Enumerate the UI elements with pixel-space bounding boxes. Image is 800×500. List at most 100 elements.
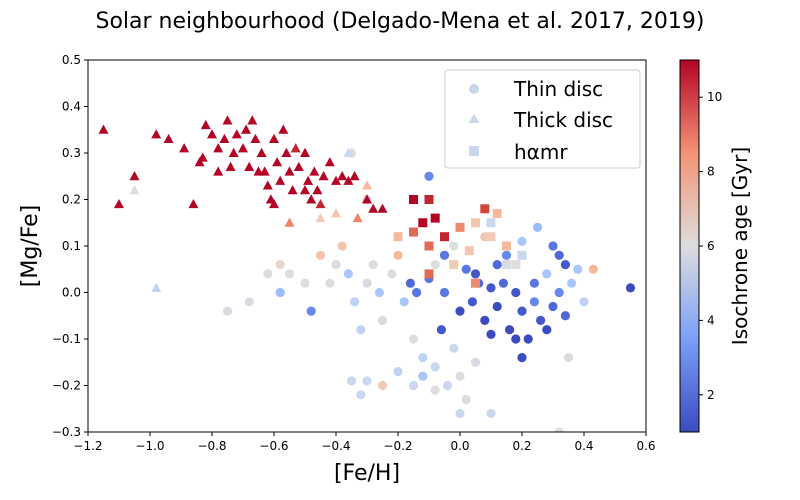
- colorbar-ticks: 2 4 6 8 10: [699, 90, 722, 402]
- thin-disc-point: [362, 376, 372, 386]
- thick-disc-point: [213, 166, 224, 176]
- thin-disc-point: [436, 325, 446, 335]
- thin-disc-point: [368, 260, 378, 270]
- thick-disc-point: [98, 124, 109, 134]
- thin-disc-point: [505, 325, 515, 335]
- legend-label-thin-disc: Thin disc: [513, 77, 603, 101]
- thin-disc-point: [439, 287, 450, 298]
- thin-disc-point: [523, 334, 533, 344]
- thin-disc-point: [430, 385, 440, 395]
- thin-disc-point: [263, 269, 273, 279]
- thick-disc-point: [219, 133, 230, 144]
- thin-disc-point: [374, 287, 384, 298]
- thick-disc-point: [253, 166, 264, 176]
- thin-disc-point: [542, 269, 552, 279]
- thick-disc-point: [151, 129, 162, 139]
- thick-disc-point: [343, 147, 354, 157]
- legend-square-marker: [469, 146, 479, 156]
- thin-disc-point: [560, 260, 571, 270]
- thick-disc-point: [275, 175, 286, 185]
- thin-disc-point: [377, 315, 388, 325]
- hamr-point: [486, 218, 496, 228]
- hamr-point: [511, 260, 521, 270]
- y-tick-label: 0.0: [62, 286, 81, 300]
- thin-disc-point: [393, 366, 403, 377]
- thin-disc-point: [424, 171, 434, 181]
- hamr-point: [409, 227, 418, 237]
- thick-disc-point: [331, 208, 341, 218]
- y-tick-label: 0.5: [62, 53, 81, 67]
- thick-disc-point: [114, 198, 124, 209]
- thin-disc-point: [548, 301, 558, 312]
- thick-disc-point: [284, 166, 295, 176]
- thick-disc-point: [362, 194, 372, 204]
- hamr-point: [449, 260, 459, 270]
- thick-disc-point: [312, 185, 323, 195]
- thick-disc-point: [129, 171, 140, 181]
- hamr-point: [393, 232, 403, 242]
- thin-disc-point: [554, 250, 564, 260]
- thick-disc-point: [197, 152, 208, 162]
- colorbar-tick-label: 2: [707, 388, 715, 402]
- thick-disc-point: [151, 282, 162, 292]
- thin-disc-point: [284, 269, 295, 279]
- thick-disc-point: [309, 166, 320, 176]
- thick-disc-point: [377, 203, 388, 213]
- thin-disc-point: [573, 264, 583, 274]
- thick-disc-point: [247, 115, 258, 125]
- legend-triangle-marker: [468, 114, 480, 123]
- thin-disc-point: [300, 278, 310, 288]
- colorbar-tick-label: 10: [707, 90, 722, 104]
- thick-disc-point: [244, 161, 255, 171]
- thick-disc-point: [300, 185, 310, 195]
- y-axis: −0.3 −0.2 −0.1 0.0 0.1 0.2 0.3 0.4 0.5: [52, 53, 88, 439]
- thin-disc-point: [492, 260, 502, 270]
- legend-label-thick-disc: Thick disc: [513, 108, 613, 132]
- thin-disc-point: [343, 269, 353, 279]
- y-tick-label: 0.1: [62, 239, 81, 253]
- y-tick-label: 0.3: [62, 146, 81, 160]
- chart-title: Solar neighbourhood (Delgado-Mena et al.…: [95, 9, 704, 34]
- y-axis-label: [Mg/Fe]: [18, 205, 43, 288]
- hamr-point: [471, 218, 480, 228]
- thick-disc-point: [231, 129, 242, 139]
- thin-disc-point: [492, 301, 502, 312]
- thick-disc-point: [213, 143, 224, 153]
- colorbar: 2 4 6 8 10 Isochrone age [Gyr]: [679, 59, 752, 433]
- thick-disc-point: [228, 147, 239, 157]
- thin-disc-point: [532, 222, 543, 232]
- thick-disc-point: [343, 175, 354, 185]
- thin-disc-point: [467, 297, 477, 307]
- x-tick-label: −0.6: [259, 439, 288, 453]
- thin-disc-point: [501, 250, 512, 260]
- thin-disc-point: [346, 376, 357, 386]
- thin-disc-point: [418, 353, 428, 363]
- thin-disc-point: [511, 334, 521, 344]
- hamr-point: [471, 278, 480, 288]
- thin-disc-point: [470, 269, 481, 279]
- thick-disc-point: [129, 185, 140, 195]
- thick-disc-point: [207, 129, 217, 139]
- thin-disc-point: [567, 278, 577, 288]
- y-tick-label: 0.4: [62, 100, 81, 114]
- thick-disc-point: [179, 143, 190, 153]
- hamr-point: [502, 260, 511, 270]
- thick-disc-point: [293, 161, 304, 171]
- thin-disc-point: [430, 260, 440, 270]
- thick-disc-point: [269, 133, 279, 144]
- thick-disc-point: [200, 119, 211, 130]
- thin-disc-point: [579, 297, 589, 307]
- colorbar-tick-label: 8: [707, 165, 715, 179]
- thin-disc-point: [560, 311, 571, 321]
- y-tick-label: −0.1: [52, 332, 81, 346]
- thin-disc-point: [480, 315, 490, 325]
- colorbar-label: Isochrone age [Gyr]: [728, 147, 752, 345]
- thin-disc-point: [306, 306, 316, 316]
- thin-disc-point: [588, 264, 598, 274]
- thin-disc-point: [529, 297, 540, 307]
- thin-disc-point: [554, 427, 564, 432]
- hamr-point: [430, 213, 440, 223]
- thin-disc-point: [408, 334, 419, 344]
- thin-disc-point: [536, 315, 546, 325]
